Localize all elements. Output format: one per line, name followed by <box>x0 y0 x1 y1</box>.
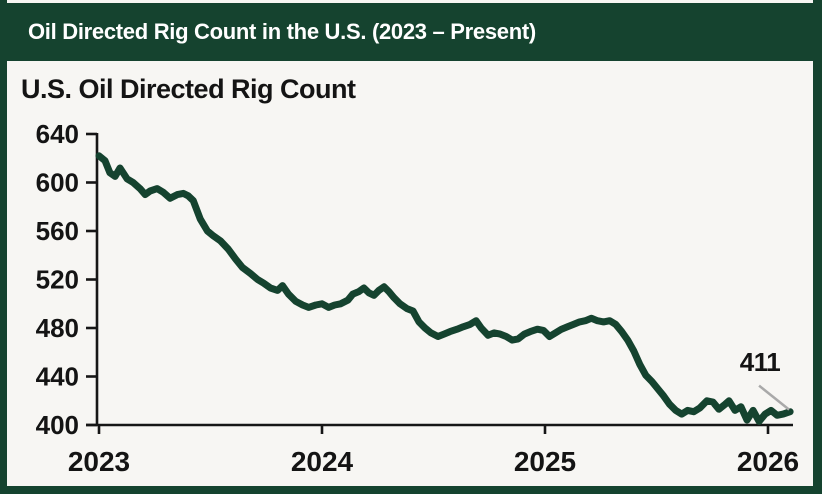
header-bar: Oil Directed Rig Count in the U.S. (2023… <box>3 3 819 61</box>
annotation-leader-line <box>758 384 790 411</box>
axes <box>86 132 793 434</box>
x-tick-label: 2023 <box>68 446 130 477</box>
x-tick-label: 2026 <box>737 446 799 477</box>
axis-labels: 400 440 480 520 560 600 640 2023 2024 2025 2026 <box>36 119 800 477</box>
y-tick-label: 600 <box>36 168 79 198</box>
y-tick-label: 480 <box>36 313 79 343</box>
chart-title: U.S. Oil Directed Rig Count <box>21 74 356 104</box>
y-tick-label: 440 <box>36 362 79 392</box>
y-tick-label: 520 <box>36 265 79 295</box>
x-tick-label: 2024 <box>291 446 354 477</box>
x-tick-label: 2025 <box>514 446 576 477</box>
y-tick-label: 640 <box>36 119 79 149</box>
latest-value-annotation: 411 <box>739 347 781 377</box>
header-title: Oil Directed Rig Count in the U.S. (2023… <box>28 19 536 44</box>
y-tick-label: 400 <box>36 410 79 440</box>
rig-count-line <box>95 152 794 425</box>
y-tick-label: 560 <box>36 216 79 246</box>
